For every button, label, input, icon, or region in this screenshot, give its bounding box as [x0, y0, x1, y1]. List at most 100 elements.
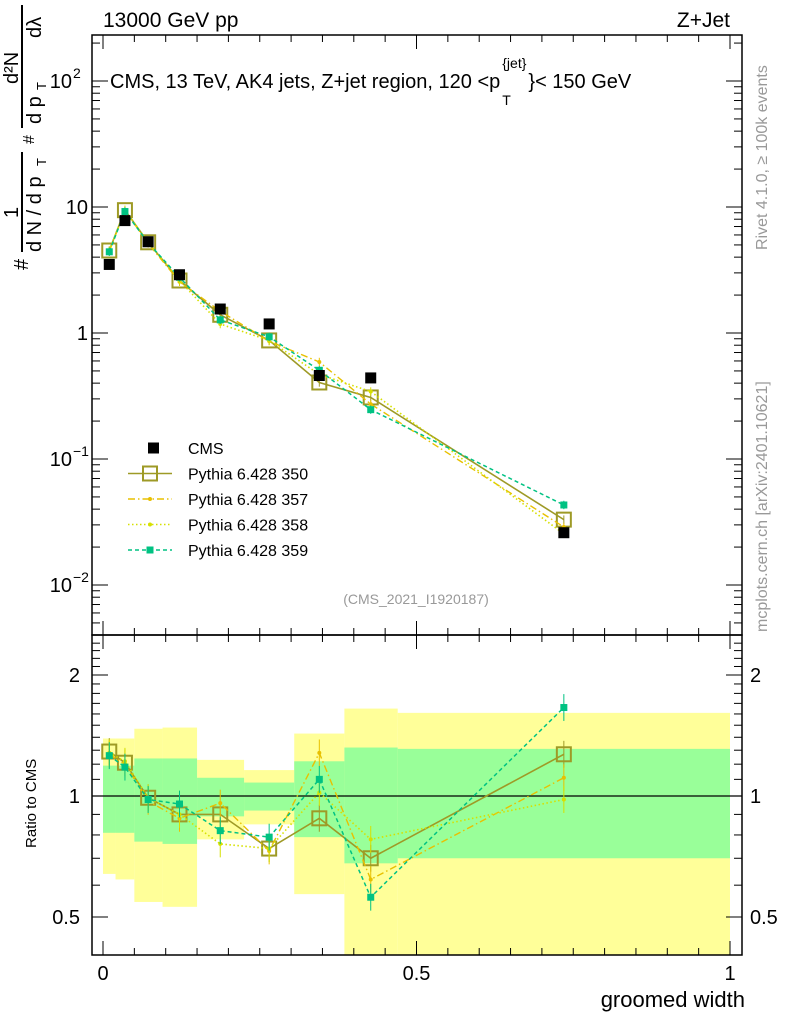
p358-ratio-point — [368, 837, 373, 842]
ratio-lines — [92, 694, 742, 911]
ratio-bands — [103, 708, 730, 955]
legend-label: CMS — [188, 441, 224, 458]
cms-data-point — [103, 258, 115, 270]
p357-main-point — [317, 359, 322, 364]
rivet-label: Rivet 4.1.0, ≥ 100k events — [754, 65, 771, 250]
p359-main-point — [105, 248, 113, 256]
x-tick-label: 0.5 — [403, 963, 431, 985]
p359-main-point — [560, 501, 568, 509]
ratio-tick-label-right: 2 — [750, 665, 761, 687]
p359-ratio-point — [315, 775, 323, 783]
y-tick-exponent: 2 — [73, 65, 81, 81]
y-tick-exponent: −1 — [73, 443, 89, 459]
cms-data-point — [313, 369, 325, 381]
header-left: 13000 GeV pp — [103, 9, 238, 32]
y-axis-label: # 1 d N / d p T # d²N d p T dλ — [1, 5, 49, 270]
p359-ratio-point — [144, 796, 152, 804]
band-inner-bin — [103, 765, 116, 833]
mcplots-label: mcplots.cern.ch [arXiv:2401.10621] — [754, 381, 771, 632]
p359-ratio-line — [108, 706, 565, 899]
plot-title: CMS, 13 TeV, AK4 jets, Z+jet region, 120… — [110, 71, 500, 93]
p359-ratio-point — [367, 893, 375, 901]
y-label-numerator: 1 — [1, 207, 23, 218]
watermark: (CMS_2021_I1920187) — [343, 591, 489, 607]
p357-ratio-point — [368, 877, 373, 882]
p350-main-line — [108, 208, 565, 521]
p359-main-point — [121, 208, 129, 216]
cms-data-point — [142, 236, 154, 248]
y-label-denominator: d N / d p — [24, 176, 46, 252]
legend-marker — [148, 522, 152, 527]
ratio-tick-label-right: 0.5 — [750, 907, 778, 929]
p359-ratio-point — [121, 763, 129, 771]
cms-data-point — [365, 372, 377, 384]
band-inner-bin — [115, 765, 135, 833]
y-tick-label: 10 — [50, 575, 72, 597]
legend-marker — [148, 497, 152, 501]
p359-ratio-point — [216, 827, 224, 835]
y-label-hash2: # — [21, 135, 38, 144]
p359-ratio-point — [175, 800, 183, 808]
ratio-tick-label-left: 0.5 — [52, 907, 80, 929]
legend-label: Pythia 6.428 350 — [188, 467, 308, 484]
y-tick-label: 1 — [77, 323, 88, 345]
legend-item: Pythia 6.428 350 — [128, 465, 308, 484]
x-axis-label: groomed width — [601, 987, 745, 1012]
y-label-denominator2: d p — [24, 96, 46, 124]
ratio-tick-label-left: 1 — [69, 786, 80, 808]
y-label-hash: # — [11, 258, 33, 270]
y-label-denominator2-sub: T — [34, 82, 49, 90]
header-right: Z+Jet — [677, 9, 730, 32]
cms-data-point — [173, 269, 185, 281]
legend-item: Pythia 6.428 359 — [128, 543, 308, 560]
legend-item: Pythia 6.428 357 — [128, 492, 308, 509]
legend-item: CMS — [148, 441, 224, 458]
legend-marker — [148, 442, 159, 454]
main-lines — [101, 202, 572, 539]
p350-ratio-point — [555, 746, 572, 763]
p358-ratio-line — [108, 752, 565, 850]
y-tick-exponent: −2 — [73, 569, 89, 585]
p359-main-point — [265, 333, 273, 341]
plot-title-tail: }< 150 GeV — [528, 71, 632, 93]
p358-ratio-point — [561, 797, 566, 802]
p350-ratio-point — [311, 810, 328, 827]
p357-ratio-point — [317, 750, 322, 755]
legend-item: Pythia 6.428 358 — [128, 518, 308, 535]
plot-title-sup: {jet} — [502, 55, 526, 71]
legend-label: Pythia 6.428 358 — [188, 518, 308, 535]
p357-main-point — [368, 402, 373, 407]
y-tick-label: 10 — [50, 71, 72, 93]
ratio-y-label: Ratio to CMS — [23, 759, 40, 848]
ratio-tick-label-left: 2 — [69, 665, 80, 687]
p358-main-point — [368, 389, 373, 394]
p350-main-point — [101, 242, 118, 259]
p358-main-line — [108, 208, 565, 535]
plot-title-sub: T — [502, 92, 511, 108]
cms-data-point — [119, 215, 131, 227]
p359-main-point — [216, 316, 224, 324]
y-label-numerator2: d²N — [1, 52, 23, 84]
y-label-denominator-sub: T — [34, 158, 49, 166]
cms-data-point — [214, 303, 226, 315]
p357-ratio-point — [561, 775, 566, 780]
x-tick-label: 1 — [724, 963, 735, 985]
x-tick-label: 0 — [97, 963, 108, 985]
cms-data-point — [558, 527, 570, 539]
p359-ratio-point — [265, 833, 273, 841]
legend-label: Pythia 6.428 359 — [188, 543, 308, 560]
p357-main-line — [108, 209, 565, 528]
p357-ratio-point — [218, 801, 223, 806]
ratio-tick-label-right: 1 — [750, 786, 761, 808]
legend-label: Pythia 6.428 357 — [188, 492, 308, 509]
legend-marker — [142, 465, 158, 482]
legend: CMS Pythia 6.428 350 Pythia 6.428 357 Pythi… — [128, 441, 308, 560]
p359-ratio-point — [105, 752, 113, 760]
legend-marker — [146, 546, 154, 554]
cms-data-point — [263, 318, 275, 330]
y-tick-label: 10 — [50, 449, 72, 471]
p359-main-line — [108, 210, 565, 506]
p359-ratio-point — [560, 704, 568, 712]
y-tick-label: 10 — [66, 197, 88, 219]
